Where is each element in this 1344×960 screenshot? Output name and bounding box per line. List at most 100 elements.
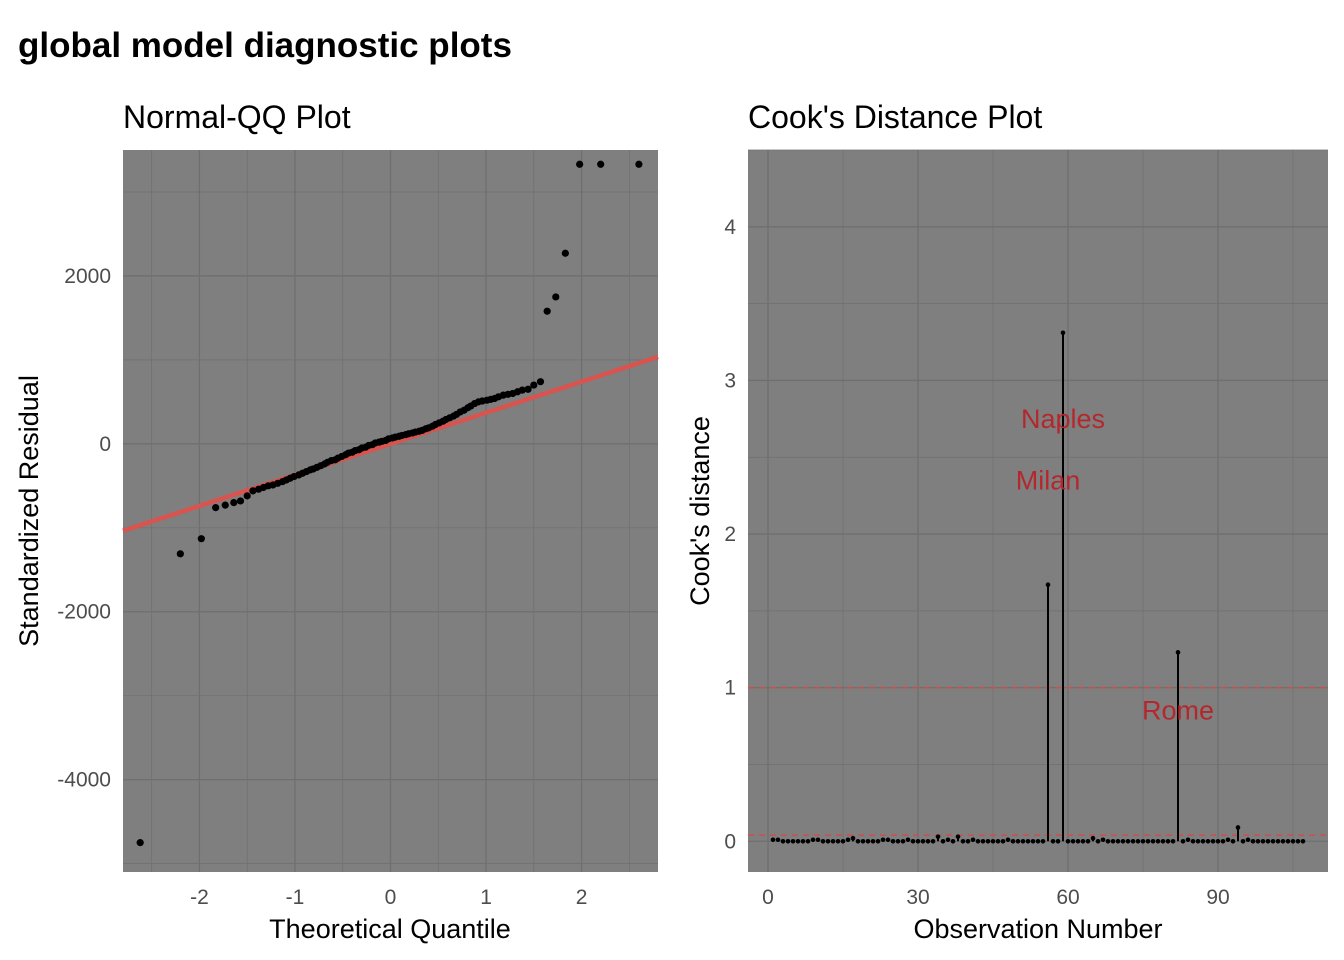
cooks-point [885, 837, 891, 843]
cooks-point [855, 838, 861, 844]
cooks-point [995, 838, 1001, 844]
cooks-point [1030, 838, 1036, 844]
cooks-point [805, 838, 811, 844]
cooks-x-axis-title: Observation Number [913, 914, 1162, 944]
cooks-point [990, 838, 996, 844]
cooks-point [1285, 838, 1291, 844]
cooks-point [840, 838, 846, 844]
qq-plot: Normal-QQ Plot -2 -1 0 1 2 -4000 -2000 0 2000 T… [14, 99, 659, 944]
cooks-point [880, 837, 886, 843]
cooks-point [1210, 838, 1216, 844]
cooks-point [1095, 838, 1101, 844]
cooks-point [985, 838, 991, 844]
cooks-point [830, 838, 836, 844]
cooks-point [1165, 838, 1171, 844]
cooks-point [1005, 837, 1011, 843]
cooks-annotation-label: Naples [1021, 404, 1105, 434]
cooks-point [925, 838, 931, 844]
cooks-point [905, 837, 911, 843]
qq-point [249, 487, 257, 495]
cooks-point [1120, 838, 1126, 844]
cooks-point [1280, 838, 1286, 844]
cooks-point [1290, 838, 1296, 844]
cooks-y-tick-labels: 0 1 2 3 4 [724, 216, 736, 853]
cooks-point [930, 838, 936, 844]
cooks-point [1145, 838, 1151, 844]
cooks-point [1040, 838, 1046, 844]
qq-reference-line [122, 354, 659, 533]
qq-x-tick-label: 0 [385, 886, 397, 909]
cooks-point [1065, 838, 1071, 844]
cooks-y-tick-label: 3 [724, 369, 736, 392]
cooks-point [780, 838, 786, 844]
qq-point [518, 386, 526, 394]
cooks-point [920, 838, 926, 844]
cooks-point [965, 838, 971, 844]
cooks-point [900, 838, 906, 844]
qq-x-tick-label: 2 [576, 886, 588, 909]
qq-point [176, 550, 184, 558]
qq-point [597, 160, 605, 168]
qq-points [136, 160, 643, 847]
cooks-point [890, 838, 896, 844]
qq-x-axis-title: Theoretical Quantile [269, 914, 511, 944]
qq-point [243, 492, 251, 500]
cooks-point [1105, 838, 1111, 844]
cooks-point [1035, 838, 1041, 844]
cooks-threshold-lines [748, 686, 1328, 836]
cooks-point [915, 838, 921, 844]
cooks-point [1140, 838, 1146, 844]
qq-y-axis-title: Standardized Residual [14, 375, 44, 647]
cooks-point [1200, 838, 1206, 844]
cooks-point [820, 838, 826, 844]
cooks-y-tick-label: 0 [724, 830, 736, 853]
cooks-point [1130, 838, 1136, 844]
qq-x-tick-labels: -2 -1 0 1 2 [190, 886, 587, 909]
cooks-plot-title: Cook's Distance Plot [748, 99, 1042, 135]
cooks-points [770, 330, 1306, 844]
cooks-point [980, 838, 986, 844]
cooks-point [1000, 838, 1006, 844]
cooks-point [1180, 838, 1186, 844]
cooks-point [795, 838, 801, 844]
cooks-point [1270, 838, 1276, 844]
qq-point [212, 504, 220, 512]
cooks-point [955, 834, 961, 839]
cooks-point [775, 837, 781, 843]
cooks-point [970, 837, 976, 843]
cooks-point [1070, 838, 1076, 844]
qq-point [576, 160, 584, 168]
cooks-point [945, 837, 951, 843]
cooks-point [1115, 838, 1121, 844]
cooks-point [1135, 838, 1141, 844]
cooks-point [1150, 838, 1156, 844]
figure-title: global model diagnostic plots [18, 26, 512, 65]
cooks-point [770, 837, 776, 843]
qq-x-tick-label: 1 [480, 886, 492, 909]
cooks-point [825, 838, 831, 844]
qq-point [530, 381, 538, 389]
qq-point [561, 249, 569, 257]
cooks-point [940, 838, 946, 844]
cooks-point [1020, 838, 1026, 844]
cooks-point [1110, 838, 1116, 844]
cooks-point [1025, 838, 1031, 844]
qq-plot-title: Normal-QQ Plot [123, 99, 351, 135]
cooks-point [1190, 838, 1196, 844]
cooks-point [1230, 838, 1236, 844]
qq-point [236, 497, 245, 505]
qq-x-tick-label: -2 [190, 886, 209, 909]
cooks-plot-panel [748, 150, 1328, 872]
cooks-point [1265, 838, 1271, 844]
cooks-point [1220, 838, 1226, 844]
cooks-point [1080, 838, 1086, 844]
qq-point [536, 378, 545, 386]
cooks-point [895, 838, 901, 844]
qq-point [552, 293, 560, 301]
cooks-point [910, 838, 916, 844]
cooks-point [975, 838, 981, 844]
cooks-point [1185, 837, 1191, 843]
cooks-point [1085, 838, 1091, 844]
